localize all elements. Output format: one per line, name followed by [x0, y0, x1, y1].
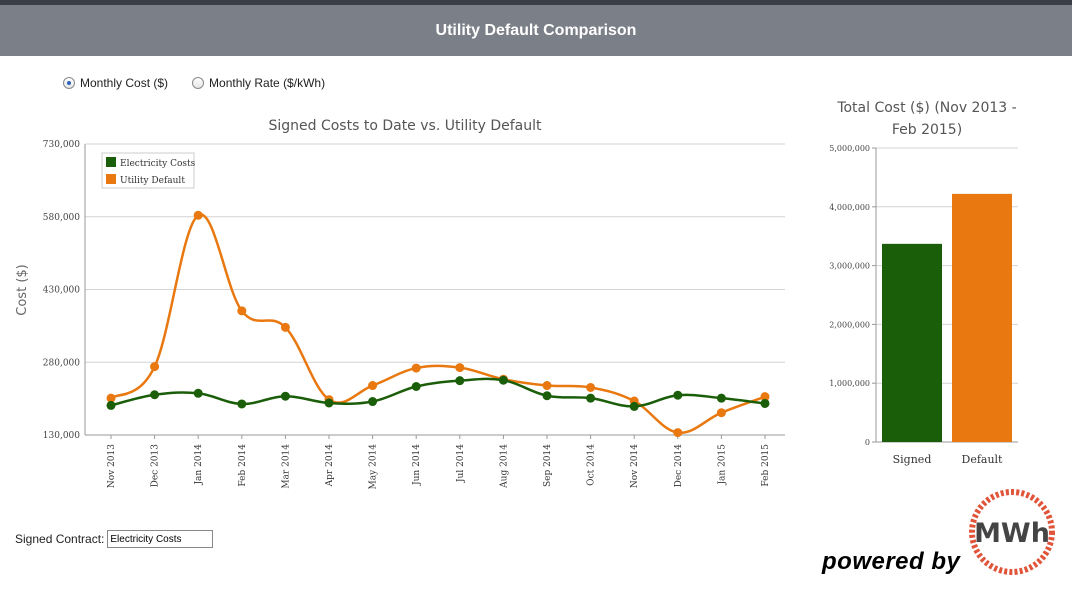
mwh-logo: MWh [969, 489, 1055, 575]
signed-contract-label: Signed Contract: [15, 532, 105, 546]
bar-y-tick-label: 1,000,000 [829, 379, 870, 388]
data-point-default[interactable] [760, 392, 770, 402]
y-tick-label: 730,000 [43, 140, 80, 150]
data-point-electricity[interactable] [629, 401, 639, 411]
data-point-default[interactable] [150, 362, 160, 372]
view-toggle: Monthly Cost ($) Monthly Rate ($/kWh) [63, 76, 325, 90]
x-tick-label: Jan 2015 [717, 444, 727, 486]
x-tick-label: Aug 2014 [499, 444, 509, 489]
data-point-electricity[interactable] [411, 382, 421, 391]
radio-monthly-cost-label: Monthly Cost ($) [80, 76, 169, 90]
data-point-default[interactable] [455, 363, 465, 373]
x-tick-label: Jan 2014 [194, 444, 204, 486]
x-tick-label: Jun 2014 [412, 444, 422, 486]
radio-selected-icon[interactable] [63, 77, 75, 89]
data-point-electricity[interactable] [280, 391, 290, 401]
x-tick-label: May 2014 [369, 444, 379, 490]
x-tick-label: Jul 2014 [456, 444, 466, 483]
data-point-default[interactable] [368, 381, 378, 391]
x-tick-label: Dec 2014 [674, 444, 684, 488]
radio-monthly-cost[interactable]: Monthly Cost ($) [63, 76, 168, 90]
line-chart-legend: Electricity Costs Utility Default [101, 152, 196, 189]
data-point-default[interactable] [411, 363, 421, 373]
x-tick-label: Dec 2013 [151, 444, 161, 488]
y-tick-label: 430,000 [43, 286, 80, 296]
line-chart-ylabel: Cost ($) [15, 264, 30, 315]
bar-y-tick-label: 0 [865, 438, 870, 447]
top-strip [0, 0, 1072, 5]
radio-monthly-rate[interactable]: Monthly Rate ($/kWh) [192, 76, 325, 90]
bar-chart: Total Cost ($) (Nov 2013 - Feb 2015) 0 1,… [829, 100, 1018, 466]
legend-swatch-electricity[interactable] [106, 157, 116, 167]
data-point-default[interactable] [586, 382, 596, 392]
bar-chart-title-line2: Feb 2015) [892, 122, 962, 138]
bar-y-tick-label: 2,000,000 [829, 320, 870, 329]
y-tick-label: 580,000 [43, 213, 80, 223]
data-point-electricity[interactable] [455, 376, 465, 386]
data-point-default[interactable] [673, 428, 683, 438]
bar-chart-title-line1: Total Cost ($) (Nov 2013 - [836, 100, 1016, 116]
data-point-default[interactable] [542, 381, 552, 391]
legend-label-electricity: Electricity Costs [120, 159, 196, 169]
legend-swatch-default[interactable] [106, 174, 116, 184]
radio-unselected-icon[interactable] [192, 77, 205, 89]
bar-signed[interactable] [882, 243, 942, 442]
bar-y-tick-label: 5,000,000 [829, 144, 870, 153]
legend-label-default: Utility Default [120, 176, 185, 186]
bar-x-label: Signed [893, 453, 932, 466]
data-point-electricity[interactable] [193, 388, 203, 398]
radio-monthly-rate-label: Monthly Rate ($/kWh) [209, 76, 326, 90]
data-point-default[interactable] [193, 210, 203, 220]
line-chart-title: Signed Costs to Date vs. Utility Default [268, 118, 542, 134]
data-point-electricity[interactable] [498, 375, 508, 385]
data-point-electricity[interactable] [716, 393, 726, 403]
data-point-default[interactable] [280, 322, 290, 332]
bar-y-tick-label: 3,000,000 [829, 262, 870, 271]
x-tick-label: Feb 2014 [238, 444, 248, 487]
y-tick-label: 130,000 [43, 431, 80, 441]
bar-y-tick-label: 4,000,000 [829, 203, 870, 212]
data-point-electricity[interactable] [368, 397, 378, 407]
x-tick-label: Nov 2013 [107, 444, 117, 488]
bar-x-label: Default [962, 453, 1004, 466]
data-point-electricity[interactable] [150, 390, 160, 400]
data-point-electricity[interactable] [673, 390, 683, 400]
signed-contract: Signed Contract: [15, 530, 214, 548]
signed-contract-input[interactable] [107, 530, 214, 548]
data-point-electricity[interactable] [760, 398, 770, 408]
y-tick-label: 280,000 [43, 358, 80, 368]
data-point-electricity[interactable] [324, 398, 334, 408]
data-point-default[interactable] [716, 408, 726, 418]
x-tick-label: Feb 2015 [761, 444, 771, 487]
x-tick-label: Sep 2014 [543, 444, 553, 487]
data-point-electricity[interactable] [106, 400, 116, 410]
line-chart: Signed Costs to Date vs. Utility Default… [15, 118, 785, 490]
mwh-logo-text: MWh [974, 518, 1050, 549]
legend-box [101, 152, 195, 189]
bar-default[interactable] [952, 193, 1012, 442]
data-point-default[interactable] [106, 393, 116, 403]
data-point-electricity[interactable] [237, 399, 247, 409]
x-tick-label: Apr 2014 [325, 444, 335, 488]
series-line-default[interactable] [110, 213, 766, 434]
x-tick-label: Oct 2014 [587, 444, 597, 486]
powered-by-text: powered by [822, 548, 961, 575]
data-point-electricity[interactable] [542, 391, 552, 401]
x-tick-label: Nov 2014 [630, 444, 640, 488]
data-point-electricity[interactable] [586, 393, 596, 403]
page-title: Utility Default Comparison [0, 5, 1072, 56]
data-point-default[interactable] [237, 306, 247, 316]
series-line-electricity[interactable] [110, 377, 766, 408]
x-tick-label: Mar 2014 [281, 444, 291, 489]
